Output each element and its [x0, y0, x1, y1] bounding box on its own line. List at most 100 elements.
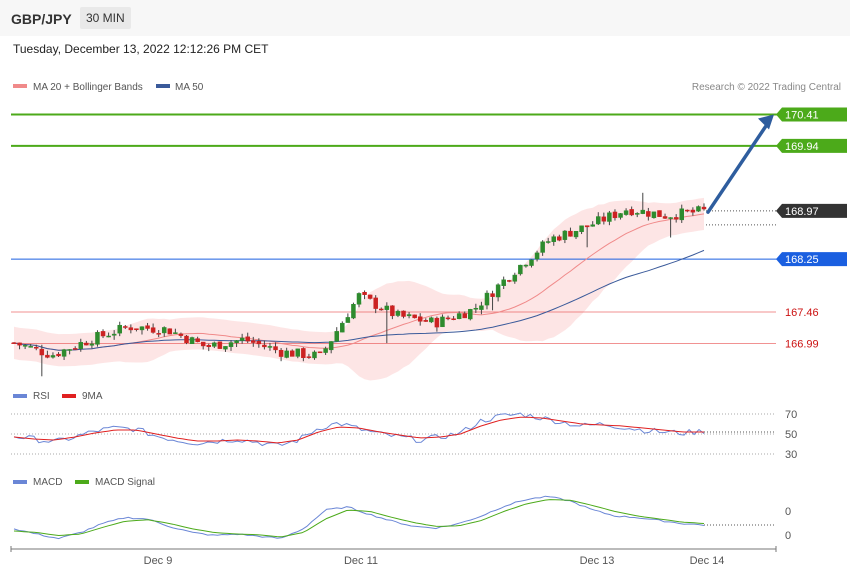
- timestamp: Tuesday, December 13, 2022 12:12:26 PM C…: [13, 42, 269, 56]
- candle: [212, 341, 217, 349]
- candle: [95, 330, 100, 347]
- ma20-legend-swatch: [13, 84, 27, 88]
- bollinger-band-area: [14, 197, 704, 381]
- candle-body: [523, 264, 529, 267]
- candle-body: [623, 210, 629, 215]
- candle-body: [345, 317, 351, 323]
- candle-body: [473, 307, 479, 310]
- candle: [251, 336, 256, 347]
- candle-body: [506, 280, 512, 282]
- candle: [490, 290, 495, 311]
- level-label-170.41: 170.41: [785, 109, 819, 121]
- candle: [340, 321, 345, 333]
- candle-body: [384, 305, 390, 310]
- candle: [462, 311, 467, 319]
- candle-body: [529, 259, 534, 266]
- candle-body: [161, 327, 167, 334]
- forecast-arrow-shaft: [706, 122, 769, 214]
- candle: [84, 340, 89, 346]
- candle-body: [395, 310, 401, 316]
- candle-body: [167, 328, 173, 335]
- forecast-arrow: [706, 114, 774, 214]
- candle: [312, 350, 317, 360]
- x-tick-label: Dec 11: [344, 555, 378, 567]
- candle: [640, 192, 646, 215]
- timeframe-selector[interactable]: 30 MIN: [80, 7, 131, 29]
- candle: [161, 326, 167, 337]
- candle: [668, 217, 673, 238]
- candle: [384, 302, 390, 344]
- candle: [523, 264, 529, 268]
- candle-body: [501, 279, 506, 286]
- candle-body: [212, 342, 217, 347]
- candle: [111, 330, 117, 340]
- rsi-legend-swatch: [13, 394, 27, 398]
- candle: [634, 212, 640, 218]
- candle-body: [178, 333, 184, 336]
- x-axis: Dec 9 Dec 11 Dec 13 Dec 14: [10, 546, 777, 567]
- x-tick-label: Dec 13: [580, 555, 615, 567]
- candle-body: [618, 213, 623, 218]
- candle-body: [601, 216, 607, 222]
- candle-body: [534, 252, 540, 260]
- candle: [323, 346, 328, 355]
- candle-body: [701, 206, 707, 210]
- candle: [239, 333, 245, 344]
- candle-body: [39, 348, 45, 356]
- candle-body: [362, 291, 367, 295]
- rsi-ma-legend-label: 9MA: [82, 391, 103, 402]
- candle: [390, 305, 395, 320]
- forecast-arrow-head: [758, 114, 774, 130]
- candle-body: [690, 209, 696, 213]
- candle-body: [189, 337, 195, 344]
- candle-body: [317, 351, 323, 354]
- candle: [217, 341, 223, 349]
- candle: [139, 326, 145, 335]
- macd-tick-label: 0: [785, 530, 791, 542]
- candle: [657, 210, 662, 217]
- candle: [184, 334, 189, 345]
- candle-body: [256, 340, 262, 345]
- candle: [173, 328, 178, 334]
- candle: [267, 342, 273, 351]
- candle: [67, 349, 72, 355]
- candle-body: [245, 336, 250, 342]
- candle: [317, 351, 323, 354]
- candlesticks: [11, 192, 707, 377]
- candle: [579, 225, 584, 235]
- candle-body: [139, 326, 145, 331]
- candle-body: [390, 305, 395, 317]
- candle-body: [267, 346, 273, 348]
- x-tick-label: Dec 14: [690, 555, 725, 567]
- macd-line: [13, 495, 705, 540]
- candle-body: [34, 347, 39, 349]
- candle: [484, 290, 490, 310]
- candle-body: [123, 326, 128, 328]
- candle-body: [22, 345, 28, 347]
- candle-body: [262, 344, 267, 348]
- candle-body: [679, 208, 684, 221]
- candle-body: [562, 230, 568, 240]
- candle: [412, 314, 417, 319]
- candle: [89, 340, 95, 349]
- candle-body: [251, 340, 256, 343]
- level-tag-170.41: [776, 107, 847, 122]
- candle-body: [301, 348, 306, 359]
- candle: [345, 313, 351, 323]
- candle: [512, 272, 518, 284]
- candle: [295, 348, 301, 359]
- candle: [278, 348, 284, 362]
- candle-body: [340, 322, 345, 333]
- candle-body: [629, 209, 634, 216]
- candle: [134, 328, 139, 332]
- candle: [72, 346, 78, 350]
- candle-body: [668, 217, 673, 219]
- candle: [245, 332, 250, 344]
- rsi-line: [13, 412, 705, 447]
- level-labels: 170.41 169.94 168.97 168.25 167.46 166.99: [776, 107, 847, 350]
- research-credit: Research © 2022 Trading Central: [692, 82, 841, 93]
- candle: [28, 344, 33, 348]
- macd-signal-legend-label: MACD Signal: [95, 477, 155, 488]
- candle: [618, 213, 623, 220]
- candle: [200, 341, 206, 350]
